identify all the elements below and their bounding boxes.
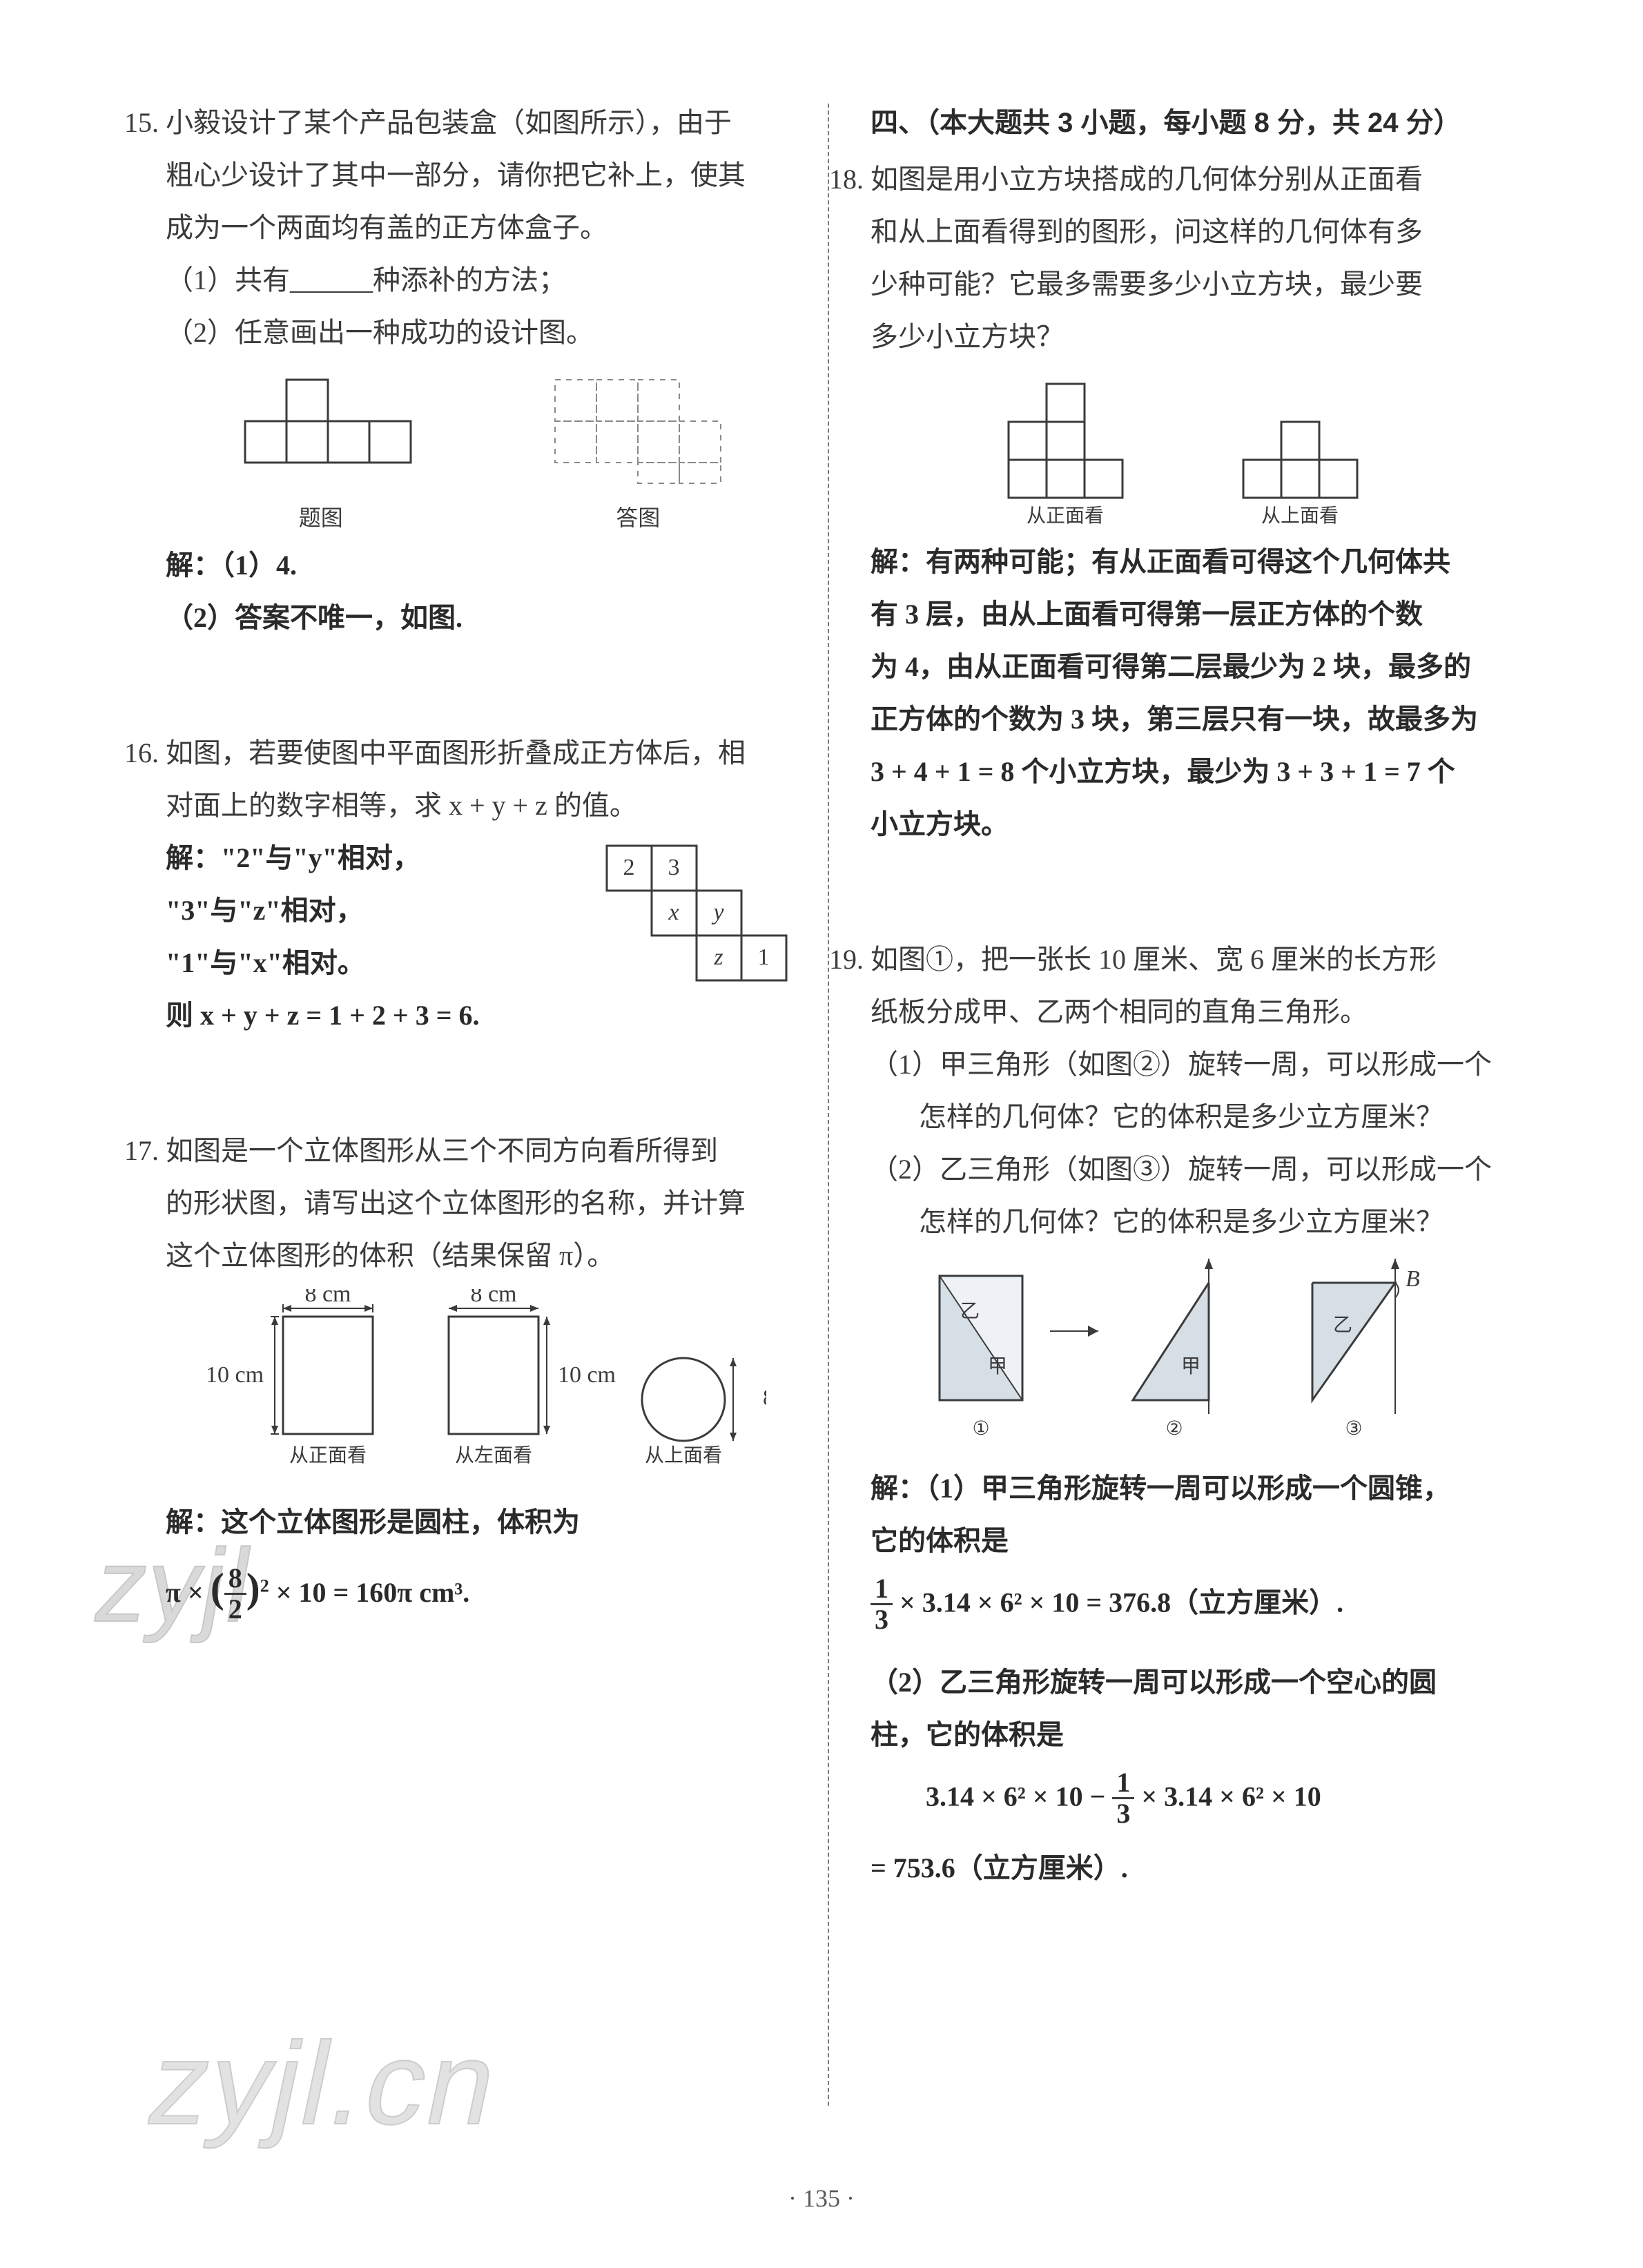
q18-line1: 如图是用小立方块搭成的几何体分别从正面看 <box>871 153 1423 206</box>
q15-sub1: （1）共有______种添补的方法； <box>166 254 800 307</box>
svg-text:3: 3 <box>668 855 680 880</box>
q15-caption-right: 答图 <box>534 497 741 539</box>
q19-number: 19. <box>808 933 864 986</box>
svg-text:8 cm: 8 cm <box>763 1385 766 1411</box>
q19-ans2-eq1: 3.14 × 6² × 10 − 13 × 3.14 × 6² × 10 <box>871 1770 1505 1830</box>
svg-text:乙: 乙 <box>1333 1315 1352 1336</box>
q17-ans-l2: π × (82)2 × 10 = 160π cm³. <box>166 1549 800 1627</box>
svg-text:8 cm: 8 cm <box>304 1289 351 1307</box>
q15-ans2: （2）答案不唯一，如图. <box>166 592 800 644</box>
q15-net-icon <box>224 373 418 490</box>
q16-line1: 如图，若要使图中平面图形折叠成正方体后，相 <box>166 727 746 779</box>
page-number: · 135 · <box>0 2184 1643 2213</box>
q16-ans-l3: "1"与"x"相对。 <box>166 937 593 989</box>
svg-text:y: y <box>711 900 724 925</box>
q19-sub1a: （1）甲三角形（如图②）旋转一周，可以形成一个 <box>871 1038 1505 1091</box>
question-15: 15. 小毅设计了某个产品包装盒（如图所示），由于 粗心少设计了其中一部分，请你… <box>166 97 800 644</box>
svg-text:8 cm: 8 cm <box>470 1289 516 1307</box>
q19-ans1-eq: 13 × 3.14 × 6² × 10 = 376.8（立方厘米）. <box>871 1576 1505 1636</box>
q15-line1: 小毅设计了某个产品包装盒（如图所示），由于 <box>166 97 732 149</box>
q18-line2: 和从上面看得到的图形，问这样的几何体有多 <box>871 206 1505 258</box>
q16-line2: 对面上的数字相等，求 x + y + z 的值。 <box>166 779 800 832</box>
q18-line3: 少种可能？它最多需要多少小立方块，最少要 <box>871 258 1505 311</box>
question-19: 19. 如图①，把一张长 10 厘米、宽 6 厘米的长方形 纸板分成甲、乙两个相… <box>871 933 1505 1894</box>
q19-ans1-l1: 解：（1）甲三角形旋转一周可以形成一个圆锥， <box>871 1462 1505 1515</box>
question-17: 17. 如图是一个立体图形从三个不同方向看所得到 的形状图，请写出这个立体图形的… <box>166 1125 800 1627</box>
svg-text:2: 2 <box>623 855 635 880</box>
q15-ans1: 解：（1）4. <box>166 539 800 592</box>
q19-sub2a: （2）乙三角形（如图③）旋转一周，可以形成一个 <box>871 1143 1505 1196</box>
q18-ans-l2: 有 3 层，由从上面看可得第一层正方体的个数 <box>871 588 1505 641</box>
q18-figure: 从正面看 从上面看 <box>871 370 1505 529</box>
right-column: 四、（本大题共 3 小题，每小题 8 分，共 24 分） 18. 如图是用小立方… <box>829 97 1505 2185</box>
q17-views-icon: 8 cm 10 cm 从正面看 <box>200 1289 766 1489</box>
left-column: 15. 小毅设计了某个产品包装盒（如图所示），由于 粗心少设计了其中一部分，请你… <box>166 97 828 2185</box>
svg-text:z: z <box>713 944 723 970</box>
q19-sub1b: 怎样的几何体？它的体积是多少立方厘米？ <box>871 1091 1505 1143</box>
q17-ans-l1: 解：这个立体图形是圆柱，体积为 <box>166 1496 800 1549</box>
q18-ans-l4: 正方体的个数为 3 块，第三层只有一块，故最多为 <box>871 693 1505 746</box>
q15-line2: 粗心少设计了其中一部分，请你把它补上，使其 <box>166 149 800 202</box>
q16-ans-l2: "3"与"z"相对， <box>166 884 593 937</box>
q17-line2: 的形状图，请写出这个立体图形的名称，并计算 <box>166 1177 800 1230</box>
q18-ans-l1: 解：有两种可能；有从正面看可得这个几何体共 <box>871 536 1505 588</box>
svg-text:从上面看: 从上面看 <box>1261 505 1338 527</box>
q17-figure: 8 cm 10 cm 从正面看 <box>166 1289 800 1489</box>
page: zyjl zyjl.cn 15. 小毅设计了某个产品包装盒（如图所示），由于 粗… <box>0 0 1643 2268</box>
q18-ans-l3: 为 4，由从正面看可得第二层最少为 2 块，最多的 <box>871 641 1505 693</box>
q19-ans2-eq2: = 753.6（立方厘米）. <box>871 1842 1505 1894</box>
question-18: 18. 如图是用小立方块搭成的几何体分别从正面看 和从上面看得到的图形，问这样的… <box>871 153 1505 851</box>
q18-number: 18. <box>808 153 864 206</box>
svg-text:乙: 乙 <box>960 1301 980 1322</box>
q19-line1: 如图①，把一张长 10 厘米、宽 6 厘米的长方形 <box>871 933 1437 986</box>
q18-views-icon: 从正面看 从上面看 <box>926 370 1450 529</box>
svg-text:10 cm: 10 cm <box>205 1362 263 1388</box>
svg-text:从正面看: 从正面看 <box>1026 505 1103 527</box>
q15-figure-right: 答图 <box>534 366 741 539</box>
q16-net-icon: 2 3 x y z 1 <box>593 839 800 1011</box>
section-4-header: 四、（本大题共 3 小题，每小题 8 分，共 24 分） <box>871 97 1505 149</box>
svg-text:x: x <box>668 900 679 925</box>
q17-line3: 这个立体图形的体积（结果保留 π）。 <box>166 1230 800 1282</box>
q16-number: 16. <box>104 727 159 779</box>
svg-text:③: ③ <box>1345 1418 1362 1440</box>
svg-text:B: B <box>1406 1266 1420 1292</box>
q18-ans-l6: 小立方块。 <box>871 798 1505 851</box>
q15-number: 15. <box>104 97 159 149</box>
svg-text:从上面看: 从上面看 <box>644 1444 721 1466</box>
q15-caption-left: 题图 <box>224 497 418 539</box>
q15-line3: 成为一个两面均有盖的正方体盒子。 <box>166 202 800 254</box>
q18-ans-l5: 3 + 4 + 1 = 8 个小立方块，最少为 3 + 3 + 1 = 7 个 <box>871 746 1505 798</box>
svg-text:甲: 甲 <box>1181 1356 1200 1377</box>
svg-text:从左面看: 从左面看 <box>454 1444 532 1466</box>
q16-figure: 2 3 x y z 1 <box>593 832 800 1042</box>
q19-figure: 乙 甲 ① 甲 <box>871 1255 1505 1455</box>
q15-figure-left: 题图 <box>224 366 418 539</box>
svg-text:甲: 甲 <box>988 1356 1007 1377</box>
q19-ans2-l2: 柱，它的体积是 <box>871 1709 1505 1761</box>
svg-text:从正面看: 从正面看 <box>289 1444 366 1466</box>
q16-ans-l4: 则 x + y + z = 1 + 2 + 3 = 6. <box>166 989 593 1042</box>
q19-sub2b: 怎样的几何体？它的体积是多少立方厘米？ <box>871 1196 1505 1248</box>
svg-text:1: 1 <box>758 944 770 970</box>
q18-line4: 多少小立方块？ <box>871 311 1505 363</box>
q19-triangles-icon: 乙 甲 ① 甲 <box>898 1255 1478 1455</box>
svg-text:①: ① <box>972 1418 989 1440</box>
q19-line2: 纸板分成甲、乙两个相同的直角三角形。 <box>871 986 1505 1038</box>
q17-line1: 如图是一个立体图形从三个不同方向看所得到 <box>166 1125 718 1177</box>
q17-number: 17. <box>104 1125 159 1177</box>
q19-ans2-l1: （2）乙三角形旋转一周可以形成一个空心的圆 <box>871 1656 1505 1709</box>
question-16: 16. 如图，若要使图中平面图形折叠成正方体后，相 对面上的数字相等，求 x +… <box>166 727 800 1042</box>
q15-sub2: （2）任意画出一种成功的设计图。 <box>166 307 800 359</box>
q15-answer-net-icon <box>534 373 741 490</box>
svg-text:10 cm: 10 cm <box>557 1362 615 1388</box>
svg-text:②: ② <box>1165 1418 1183 1440</box>
q16-ans-l1: 解："2"与"y"相对， <box>166 832 593 884</box>
q19-ans1-l2: 它的体积是 <box>871 1515 1505 1567</box>
